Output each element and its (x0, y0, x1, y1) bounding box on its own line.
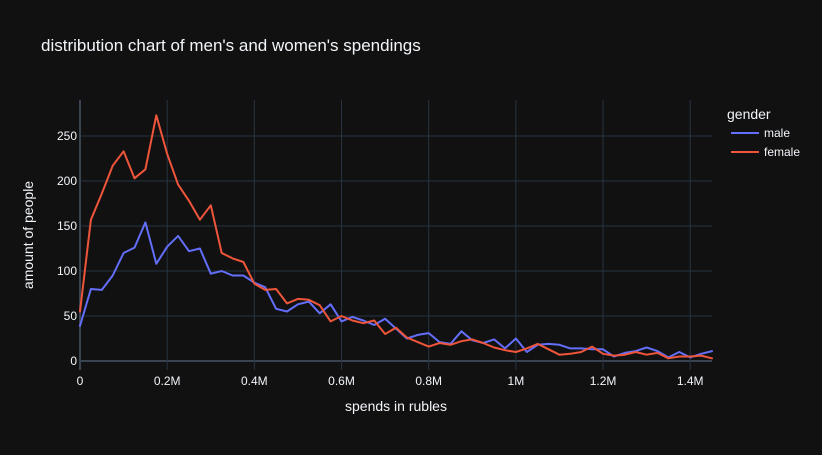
legend-label-female: female (764, 145, 800, 159)
y-tick-label: 250 (57, 129, 77, 143)
x-axis-label: spends in rubles (345, 398, 447, 414)
legend-item-male[interactable]: male (731, 126, 790, 140)
x-tick-label: 1M (508, 374, 525, 388)
x-tick-label: 1.2M (590, 374, 617, 388)
legend[interactable]: gender male female (727, 106, 800, 159)
chart-title: distribution chart of men's and women's … (41, 36, 421, 55)
legend-label-male: male (764, 126, 790, 140)
x-tick-label: 1.4M (677, 374, 704, 388)
x-tick-label: 0.2M (154, 374, 181, 388)
y-axis-label: amount of people (20, 181, 36, 289)
x-tick-label: 0.6M (328, 374, 355, 388)
x-tick-label: 0 (77, 374, 84, 388)
y-tick-label: 0 (70, 354, 77, 368)
y-tick-label: 200 (57, 174, 77, 188)
legend-title: gender (727, 106, 771, 122)
gridlines (79, 100, 712, 370)
tick-labels: 0 50 100 150 200 250 0 0.2M 0.4M 0.6M 0.8M 1M 1.2M 1.… (57, 129, 704, 388)
y-tick-label: 150 (57, 219, 77, 233)
x-tick-label: 0.4M (241, 374, 268, 388)
x-tick-label: 0.8M (415, 374, 442, 388)
legend-item-female[interactable]: female (731, 145, 800, 159)
series-lines (79, 114, 713, 360)
y-tick-label: 50 (64, 309, 78, 323)
series-line-female[interactable] (79, 114, 713, 360)
y-tick-label: 100 (57, 264, 77, 278)
